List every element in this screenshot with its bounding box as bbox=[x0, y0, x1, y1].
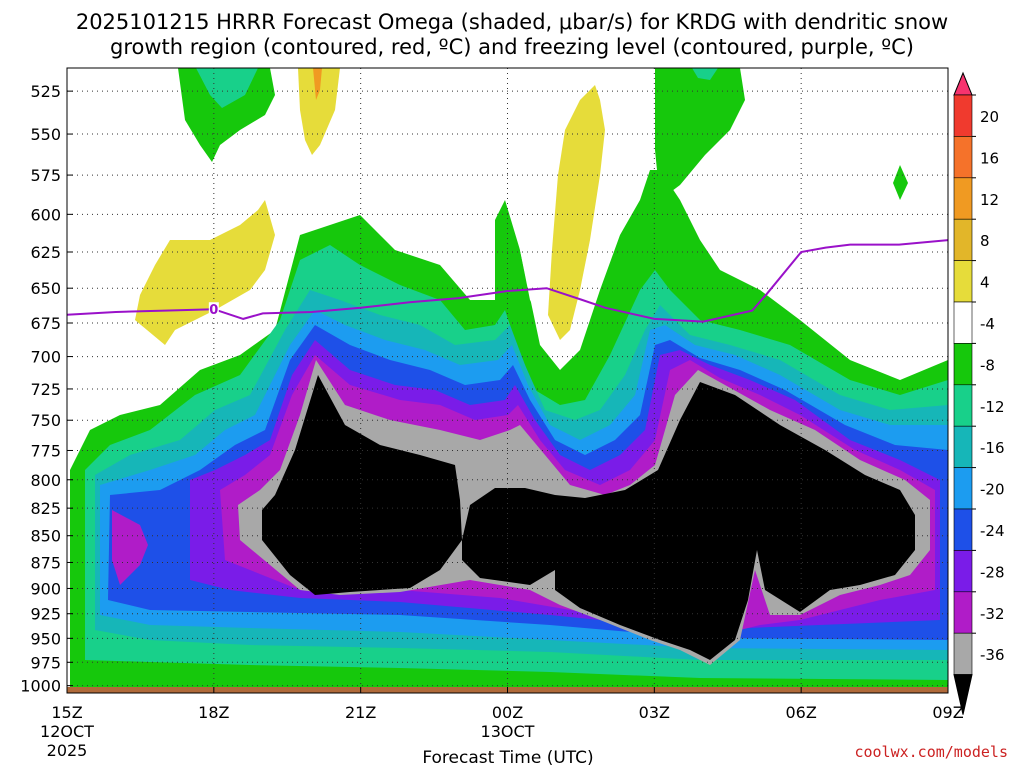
freezing-level-label-bg bbox=[208, 302, 219, 316]
colorbar-label: -4 bbox=[980, 315, 995, 333]
colorbar-swatch bbox=[953, 508, 973, 551]
x-tick-label: 18Z bbox=[198, 703, 229, 722]
colorbar-label: 8 bbox=[980, 232, 990, 250]
x-tick-label: 21Z bbox=[345, 703, 376, 722]
x-tick-label: 06Z bbox=[786, 703, 817, 722]
colorbar-swatch bbox=[953, 467, 973, 510]
colorbar-label: -36 bbox=[980, 646, 1005, 664]
x-tick-label: 00Z bbox=[492, 703, 523, 722]
colorbar-label: -20 bbox=[980, 481, 1005, 499]
x-tick-label: 09Z bbox=[932, 703, 963, 722]
freezing-level-contour: 0 bbox=[66, 239, 949, 323]
colorbar-label: -16 bbox=[980, 439, 1005, 457]
y-tick-label: 725 bbox=[30, 380, 61, 399]
omega-fill-orange-tip bbox=[313, 68, 322, 100]
colorbar-swatch bbox=[953, 550, 973, 593]
y-tick-label: 950 bbox=[30, 629, 61, 648]
colorbar-label: 4 bbox=[980, 274, 990, 292]
y-axis-ticks: 525 550 575 600 625 650 675 700 725 750 775 800 825 8… bbox=[20, 82, 73, 696]
colorbar-swatch bbox=[953, 260, 973, 303]
y-tick-label: 525 bbox=[30, 82, 61, 101]
y-tick-label: 975 bbox=[30, 653, 61, 672]
y-tick-label: 825 bbox=[30, 499, 61, 518]
x-tick-label: 03Z bbox=[639, 703, 670, 722]
colorbar-swatch bbox=[953, 591, 973, 634]
chart-title-line2: growth region (contoured, red, ºC) and f… bbox=[110, 35, 914, 59]
y-tick-label: 900 bbox=[30, 579, 61, 598]
y-tick-label: 575 bbox=[30, 166, 61, 185]
omega-fill-yellow-top-mid bbox=[298, 68, 340, 155]
omega-fill-yellow-left bbox=[135, 200, 275, 345]
y-tick-label: 700 bbox=[30, 348, 61, 367]
freezing-level-label: 0 bbox=[209, 303, 218, 318]
y-tick-label: 775 bbox=[30, 441, 61, 460]
colorbar-label: 20 bbox=[980, 108, 999, 126]
y-tick-label: 875 bbox=[30, 553, 61, 572]
colorbar-label: 12 bbox=[980, 191, 999, 209]
omega-fill-magenta-left bbox=[112, 510, 148, 585]
colorbar-label: -24 bbox=[980, 522, 1005, 540]
colorbar-label: 16 bbox=[980, 149, 999, 167]
y-tick-label: 850 bbox=[30, 527, 61, 546]
colorbar-swatch bbox=[953, 425, 973, 468]
grid-lines bbox=[67, 68, 948, 693]
omega-shaded-field bbox=[70, 68, 948, 690]
colorbar-swatch bbox=[953, 632, 973, 675]
x-tick-date: 12OCT bbox=[40, 722, 94, 741]
colorbar-swatch bbox=[953, 384, 973, 427]
colorbar-label: -8 bbox=[980, 356, 995, 374]
colorbar: 20 16 12 8 4 -4 -8 -12 -16 -20 -24 -28 -32 -36 bbox=[953, 71, 1005, 715]
colorbar-bottom-arrow bbox=[953, 674, 973, 715]
y-tick-label: 625 bbox=[30, 243, 61, 262]
y-tick-label: 1000 bbox=[20, 677, 61, 696]
omega-fill-yellow-upper bbox=[548, 85, 605, 340]
y-tick-label: 550 bbox=[30, 125, 61, 144]
y-tick-label: 650 bbox=[30, 279, 61, 298]
omega-fill-teal-top bbox=[196, 68, 258, 108]
x-tick-label: 15Z bbox=[51, 703, 82, 722]
x-tick-year: 2025 bbox=[47, 741, 88, 760]
colorbar-swatch bbox=[953, 177, 973, 220]
y-tick-label: 600 bbox=[30, 205, 61, 224]
freezing-level-line bbox=[66, 239, 949, 323]
y-tick-label: 750 bbox=[30, 411, 61, 430]
x-tick-date: 13OCT bbox=[481, 722, 535, 741]
credit-text: coolwx.com/models bbox=[854, 743, 1008, 761]
omega-fill-black-left bbox=[262, 375, 462, 595]
omega-fill-teal-top-right bbox=[692, 68, 718, 80]
x-axis-label: Forecast Time (UTC) bbox=[422, 748, 593, 768]
colorbar-top-arrow bbox=[953, 71, 973, 96]
y-tick-label: 925 bbox=[30, 605, 61, 624]
colorbar-swatch bbox=[953, 301, 973, 344]
colorbar-swatch bbox=[953, 218, 973, 261]
colorbar-label: -32 bbox=[980, 605, 1005, 623]
colorbar-swatch bbox=[953, 136, 973, 179]
colorbar-swatch bbox=[953, 343, 973, 386]
colorbar-label: -12 bbox=[980, 398, 1005, 416]
omega-fill-green-top-right bbox=[655, 68, 745, 200]
omega-fill-black-right bbox=[462, 382, 915, 660]
omega-fill-green-speck bbox=[893, 165, 908, 200]
colorbar-label: -28 bbox=[980, 563, 1005, 581]
y-tick-label: 800 bbox=[30, 471, 61, 490]
colorbar-swatch bbox=[953, 94, 973, 137]
chart-title-line1: 2025101215 HRRR Forecast Omega (shaded, … bbox=[76, 10, 948, 34]
y-tick-label: 675 bbox=[30, 314, 61, 333]
